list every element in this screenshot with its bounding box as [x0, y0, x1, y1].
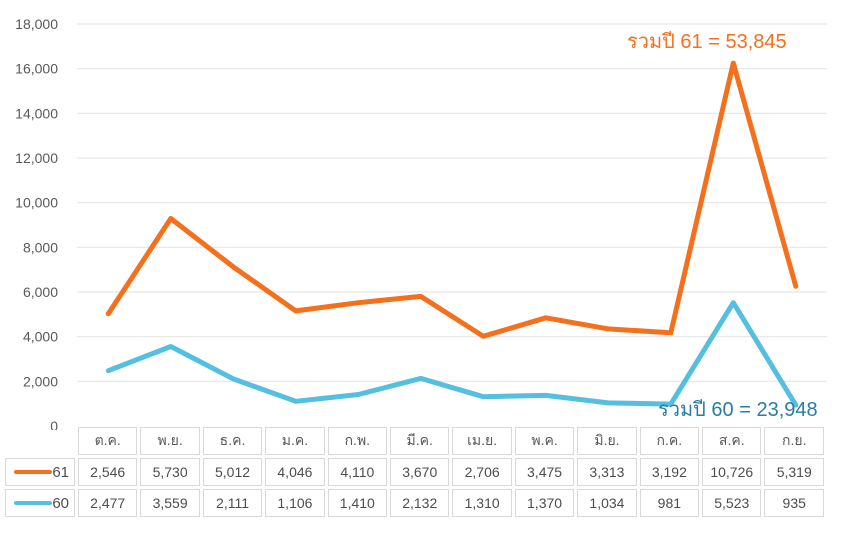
series-60-legend-cell: 60: [5, 489, 75, 517]
value-cell: 5,730: [140, 458, 200, 486]
month-header-cell: ก.ย.: [764, 427, 824, 455]
value-cell: 3,559: [140, 489, 200, 517]
series-61-legend-cell: 61: [5, 458, 75, 486]
y-axis-tick-label: 6,000: [23, 284, 58, 300]
series-60-label: 60: [52, 494, 69, 512]
series-61-label: 61: [52, 463, 69, 481]
table-row-series-61: 61 2,546 5,730 5,012 4,046 4,110 3,670 2,706 3,4…: [5, 458, 824, 486]
total-61-annotation: รวมปี 61 = 53,845: [627, 31, 787, 53]
y-axis-tick-label: 4,000: [23, 329, 58, 345]
value-cell: 2,111: [202, 489, 263, 517]
month-header-cell: มี.ค.: [390, 427, 450, 455]
month-header-cell: พ.ย.: [140, 427, 200, 455]
y-axis-tick-label: 14,000: [15, 105, 58, 121]
value-cell: 4,046: [265, 458, 325, 486]
value-cell: 3,670: [390, 458, 450, 486]
value-cell: 5,523: [702, 489, 762, 517]
series-61-line: [105, 60, 799, 339]
value-cell: 1,410: [327, 489, 388, 517]
value-cell: 1,106: [265, 489, 325, 517]
table-head: ต.ค. พ.ย. ธ.ค. ม.ค. ก.พ. มี.ค. เม.ย. พ.ค. มิ.ย. ก…: [5, 427, 824, 455]
month-header-cell: ก.ค.: [639, 427, 700, 455]
month-header-cell: พ.ค.: [514, 427, 575, 455]
table-body: 61 2,546 5,730 5,012 4,046 4,110 3,670 2,706 3,4…: [5, 458, 824, 517]
value-cell: 5,319: [764, 458, 824, 486]
value-cell: 5,012: [202, 458, 263, 486]
month-header-cell: มิ.ย.: [577, 427, 637, 455]
total-60-annotation: รวมปี 60 = 23,948: [658, 399, 818, 421]
value-cell: 2,706: [452, 458, 512, 486]
y-axis-labels: 0 2,000 4,000 6,000 8,000 10,000 12,000 14,000 1…: [15, 16, 58, 430]
value-cell: 981: [639, 489, 700, 517]
series-60-swatch: [14, 501, 53, 505]
month-header-cell: ต.ค.: [78, 427, 138, 455]
value-cell: 2,546: [78, 458, 138, 486]
value-cell: 3,192: [639, 458, 700, 486]
y-axis-tick-label: 8,000: [23, 239, 58, 255]
value-cell: 935: [764, 489, 824, 517]
table-header-row: ต.ค. พ.ย. ธ.ค. ม.ค. ก.พ. มี.ค. เม.ย. พ.ค. มิ.ย. ก…: [5, 427, 824, 455]
value-cell: 10,726: [702, 458, 762, 486]
y-axis-tick-label: 0: [50, 418, 58, 430]
y-axis-tick-label: 12,000: [15, 150, 58, 166]
value-cell: 3,313: [577, 458, 637, 486]
table-corner-cell: [5, 427, 75, 455]
value-cell: 1,310: [452, 489, 512, 517]
value-cell: 3,475: [514, 458, 575, 486]
value-cell: 1,370: [514, 489, 575, 517]
series-61-swatch: [14, 470, 53, 474]
series-60-line: [105, 300, 799, 408]
month-header-cell: ก.พ.: [327, 427, 388, 455]
y-axis-tick-label: 2,000: [23, 373, 58, 389]
month-header-cell: ส.ค.: [702, 427, 762, 455]
gridlines: [77, 23, 827, 382]
series-lines: [105, 60, 799, 408]
table-row-series-60: 60 2,477 3,559 2,111 1,106 1,410 2,132 1,310 1,3…: [5, 489, 824, 517]
value-cell: 4,110: [327, 458, 388, 486]
line-chart: 0 2,000 4,000 6,000 8,000 10,000 12,000 14,000 1…: [15, 16, 827, 430]
y-axis-tick-label: 18,000: [15, 16, 58, 32]
month-header-cell: ม.ค.: [265, 427, 325, 455]
y-axis-tick-label: 16,000: [15, 61, 58, 77]
value-cell: 2,132: [390, 489, 450, 517]
month-header-cell: ธ.ค.: [202, 427, 263, 455]
value-cell: 1,034: [577, 489, 637, 517]
y-axis-tick-label: 10,000: [15, 195, 58, 211]
value-cell: 2,477: [78, 489, 138, 517]
data-table: ต.ค. พ.ย. ธ.ค. ม.ค. ก.พ. มี.ค. เม.ย. พ.ค. มิ.ย. ก…: [2, 424, 827, 520]
month-header-cell: เม.ย.: [452, 427, 512, 455]
